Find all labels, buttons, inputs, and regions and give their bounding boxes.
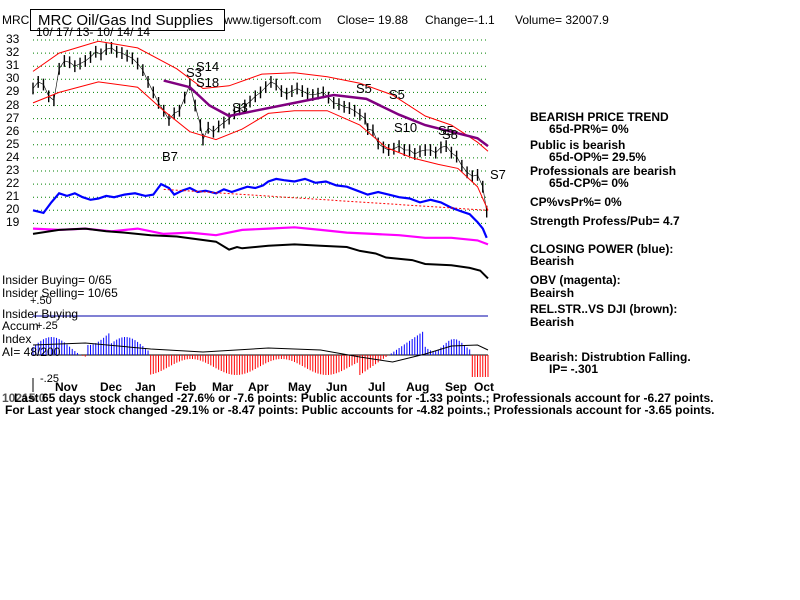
ip-label: IP= -.301 bbox=[549, 362, 599, 376]
price-tick-label: 27 bbox=[6, 110, 20, 125]
relstr-label: REL.STR..VS DJI (brown): bbox=[530, 302, 678, 316]
ai-label-index: Index bbox=[2, 332, 32, 346]
insider-buying: Insider Buying= 0/65 bbox=[2, 273, 112, 287]
signal-label: B7 bbox=[162, 149, 178, 164]
signal-label: S7 bbox=[490, 167, 506, 182]
stock-name: MRC Oil/Gas Ind Supplies bbox=[38, 12, 214, 29]
signal-label: S14 bbox=[196, 59, 220, 74]
obv-label: OBV (magenta): bbox=[530, 273, 621, 287]
ai-ma-line bbox=[32, 342, 489, 363]
pros-label: Professionals are bearish bbox=[530, 164, 677, 178]
ma-65d-line bbox=[163, 79, 489, 148]
ai-score: AI= 48/200 bbox=[2, 345, 61, 359]
price-tick-label: 31 bbox=[6, 58, 20, 73]
price-tick-label: 33 bbox=[6, 32, 20, 46]
distrib-label: Bearish: Distrubtion Falling. bbox=[530, 350, 691, 364]
ai-label-accum: Accum bbox=[2, 319, 39, 333]
ai-mid-tick: +.25 bbox=[36, 320, 58, 332]
closing-power-line bbox=[32, 177, 488, 239]
trend-label: BEARISH PRICE TREND bbox=[530, 110, 669, 124]
month-label: Jul bbox=[368, 380, 386, 394]
signal-label: S18 bbox=[196, 75, 220, 90]
month-label: Mar bbox=[212, 380, 234, 394]
price-line bbox=[32, 47, 487, 212]
month-label: May bbox=[288, 380, 312, 394]
op-label: 65d-OP%= 29.5% bbox=[549, 150, 647, 164]
volume-value: Volume= 32007.9 bbox=[515, 13, 609, 27]
price-tick-label: 26 bbox=[6, 123, 20, 138]
price-tick-label: 19 bbox=[6, 215, 20, 230]
rel-strength-line bbox=[32, 227, 489, 280]
signal-label: S8 bbox=[442, 127, 458, 142]
price-tick-label: 24 bbox=[6, 149, 20, 164]
price-tick-label: 22 bbox=[6, 176, 20, 191]
close-value: Close= 19.88 bbox=[337, 13, 409, 27]
month-label: Dec bbox=[100, 380, 123, 394]
public-label: Public is bearish bbox=[530, 138, 626, 152]
site-label: www.tigersoft.com bbox=[224, 13, 322, 27]
cp-trendline bbox=[163, 188, 489, 211]
signal-label: S3 bbox=[232, 100, 248, 115]
insider-selling: Insider Selling= 10/65 bbox=[2, 286, 118, 300]
strength-label: Strength Profess/Pub= 4.7 bbox=[530, 214, 680, 228]
upper-band bbox=[32, 40, 489, 152]
month-label: Jun bbox=[326, 380, 348, 394]
obv-value: Beairsh bbox=[530, 286, 575, 300]
month-label: Aug bbox=[406, 380, 430, 394]
month-label: Sep bbox=[445, 380, 468, 394]
lower-band bbox=[32, 81, 489, 211]
footer-overlap: 10215.0 bbox=[2, 391, 46, 405]
signal-label: S5 bbox=[356, 81, 372, 96]
footer-line-1: Last 65 days stock changed -27.6% or -7.… bbox=[14, 391, 714, 405]
ai-bottom-tick: -.25 bbox=[40, 373, 59, 385]
price-tick-label: 28 bbox=[6, 97, 20, 112]
footer-line-2: For Last year stock changed -29.1% or -8… bbox=[5, 403, 715, 417]
cpvspr-label: CP%vsPr%= 0% bbox=[530, 195, 622, 209]
title-box: MRC Oil/Gas Ind Supplies bbox=[30, 9, 225, 31]
cp-label: 65d-CP%= 0% bbox=[549, 176, 629, 190]
relstr-value: Bearish bbox=[530, 315, 575, 329]
month-label: Nov bbox=[55, 380, 78, 394]
pr-label: 65d-PR%= 0% bbox=[549, 122, 629, 136]
closing-power-label: CLOSING POWER (blue): bbox=[530, 242, 674, 256]
month-label: Feb bbox=[175, 380, 197, 394]
change-value: Change=-1.1 bbox=[425, 13, 495, 27]
signal-label: S10 bbox=[394, 120, 418, 135]
price-tick-label: 21 bbox=[6, 189, 20, 204]
month-label: Oct bbox=[474, 380, 495, 394]
date-range: 10/ 17/ 13- 10/ 14/ 14 bbox=[36, 25, 151, 39]
price-tick-label: 32 bbox=[6, 45, 20, 60]
closing-power-value: Bearish bbox=[530, 254, 575, 268]
price-tick-label: 20 bbox=[6, 202, 20, 217]
signal-label: S5 bbox=[389, 87, 405, 102]
month-label: Jan bbox=[135, 380, 156, 394]
ticker-label: MRC bbox=[2, 13, 30, 27]
ai-label-insider: Insider Buying bbox=[2, 307, 79, 321]
price-tick-label: 29 bbox=[6, 84, 20, 99]
month-label: Apr bbox=[248, 380, 269, 394]
price-tick-label: 25 bbox=[6, 136, 20, 151]
signal-label: S5 bbox=[438, 123, 454, 138]
ai-top-tick: +.50 bbox=[30, 295, 52, 307]
price-tick-label: 23 bbox=[6, 163, 20, 177]
signal-label: S3 bbox=[186, 65, 202, 80]
price-tick-label: 30 bbox=[6, 71, 20, 86]
